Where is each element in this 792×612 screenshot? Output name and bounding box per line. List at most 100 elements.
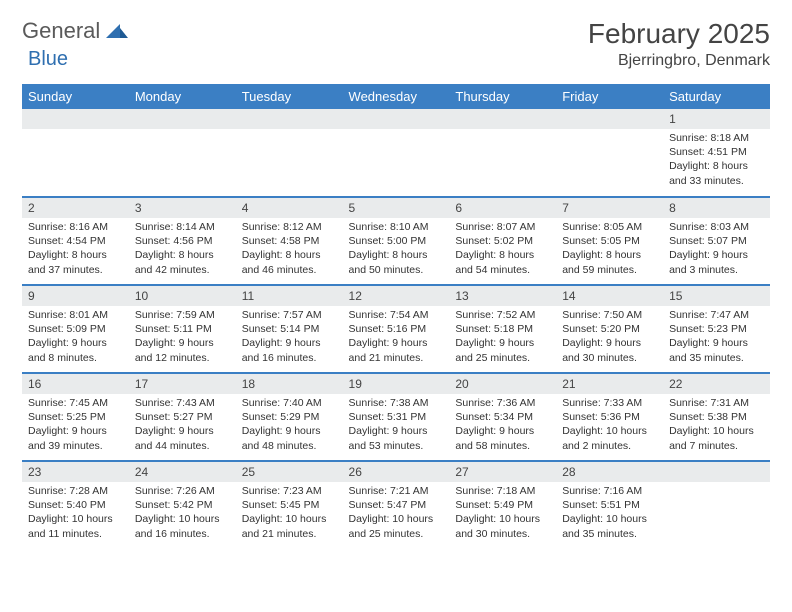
day-number: 1 xyxy=(663,109,770,129)
sunset-text: Sunset: 5:42 PM xyxy=(135,498,230,512)
day-number xyxy=(663,462,770,482)
calendar-day-cell: 27Sunrise: 7:18 AMSunset: 5:49 PMDayligh… xyxy=(449,461,556,549)
daylight-text: Daylight: 9 hours and 8 minutes. xyxy=(28,336,123,364)
weekday-header: Monday xyxy=(129,84,236,109)
location-label: Bjerringbro, Denmark xyxy=(588,52,770,70)
day-number xyxy=(236,109,343,129)
calendar-day-cell: 1Sunrise: 8:18 AMSunset: 4:51 PMDaylight… xyxy=(663,109,770,197)
sunset-text: Sunset: 5:51 PM xyxy=(562,498,657,512)
calendar-day-cell: 7Sunrise: 8:05 AMSunset: 5:05 PMDaylight… xyxy=(556,197,663,285)
sunrise-text: Sunrise: 7:28 AM xyxy=(28,484,123,498)
day-details: Sunrise: 7:47 AMSunset: 5:23 PMDaylight:… xyxy=(663,306,770,369)
calendar-day-cell: 10Sunrise: 7:59 AMSunset: 5:11 PMDayligh… xyxy=(129,285,236,373)
day-details: Sunrise: 7:43 AMSunset: 5:27 PMDaylight:… xyxy=(129,394,236,457)
sunrise-text: Sunrise: 7:45 AM xyxy=(28,396,123,410)
day-details: Sunrise: 7:18 AMSunset: 5:49 PMDaylight:… xyxy=(449,482,556,545)
sunset-text: Sunset: 5:36 PM xyxy=(562,410,657,424)
daylight-text: Daylight: 8 hours and 46 minutes. xyxy=(242,248,337,276)
sunrise-text: Sunrise: 7:40 AM xyxy=(242,396,337,410)
day-number: 17 xyxy=(129,374,236,394)
calendar-day-cell: 3Sunrise: 8:14 AMSunset: 4:56 PMDaylight… xyxy=(129,197,236,285)
daylight-text: Daylight: 10 hours and 30 minutes. xyxy=(455,512,550,540)
day-number: 9 xyxy=(22,286,129,306)
day-details: Sunrise: 7:36 AMSunset: 5:34 PMDaylight:… xyxy=(449,394,556,457)
sunrise-text: Sunrise: 7:21 AM xyxy=(349,484,444,498)
daylight-text: Daylight: 8 hours and 37 minutes. xyxy=(28,248,123,276)
day-number: 16 xyxy=(22,374,129,394)
sunset-text: Sunset: 5:34 PM xyxy=(455,410,550,424)
calendar-table: Sunday Monday Tuesday Wednesday Thursday… xyxy=(22,84,770,549)
day-details: Sunrise: 7:59 AMSunset: 5:11 PMDaylight:… xyxy=(129,306,236,369)
calendar-day-cell xyxy=(663,461,770,549)
day-details: Sunrise: 7:57 AMSunset: 5:14 PMDaylight:… xyxy=(236,306,343,369)
day-number: 5 xyxy=(343,198,450,218)
weekday-header: Friday xyxy=(556,84,663,109)
sunrise-text: Sunrise: 7:16 AM xyxy=(562,484,657,498)
sunrise-text: Sunrise: 7:54 AM xyxy=(349,308,444,322)
calendar-week-row: 2Sunrise: 8:16 AMSunset: 4:54 PMDaylight… xyxy=(22,197,770,285)
day-number: 21 xyxy=(556,374,663,394)
sunset-text: Sunset: 5:27 PM xyxy=(135,410,230,424)
day-details: Sunrise: 8:01 AMSunset: 5:09 PMDaylight:… xyxy=(22,306,129,369)
sunset-text: Sunset: 5:14 PM xyxy=(242,322,337,336)
month-title: February 2025 xyxy=(588,18,770,50)
daylight-text: Daylight: 10 hours and 35 minutes. xyxy=(562,512,657,540)
daylight-text: Daylight: 9 hours and 48 minutes. xyxy=(242,424,337,452)
calendar-day-cell: 12Sunrise: 7:54 AMSunset: 5:16 PMDayligh… xyxy=(343,285,450,373)
calendar-day-cell: 15Sunrise: 7:47 AMSunset: 5:23 PMDayligh… xyxy=(663,285,770,373)
day-number: 18 xyxy=(236,374,343,394)
weekday-header: Sunday xyxy=(22,84,129,109)
calendar-day-cell xyxy=(236,109,343,197)
day-number: 27 xyxy=(449,462,556,482)
sunrise-text: Sunrise: 8:12 AM xyxy=(242,220,337,234)
sunset-text: Sunset: 4:56 PM xyxy=(135,234,230,248)
weekday-header-row: Sunday Monday Tuesday Wednesday Thursday… xyxy=(22,84,770,109)
day-number: 15 xyxy=(663,286,770,306)
sunrise-text: Sunrise: 7:36 AM xyxy=(455,396,550,410)
daylight-text: Daylight: 8 hours and 54 minutes. xyxy=(455,248,550,276)
day-number: 24 xyxy=(129,462,236,482)
sunrise-text: Sunrise: 8:10 AM xyxy=(349,220,444,234)
sunrise-text: Sunrise: 8:14 AM xyxy=(135,220,230,234)
calendar-day-cell: 6Sunrise: 8:07 AMSunset: 5:02 PMDaylight… xyxy=(449,197,556,285)
daylight-text: Daylight: 9 hours and 3 minutes. xyxy=(669,248,764,276)
daylight-text: Daylight: 9 hours and 39 minutes. xyxy=(28,424,123,452)
sunrise-text: Sunrise: 7:23 AM xyxy=(242,484,337,498)
sunset-text: Sunset: 5:20 PM xyxy=(562,322,657,336)
calendar-day-cell: 28Sunrise: 7:16 AMSunset: 5:51 PMDayligh… xyxy=(556,461,663,549)
daylight-text: Daylight: 8 hours and 42 minutes. xyxy=(135,248,230,276)
daylight-text: Daylight: 8 hours and 50 minutes. xyxy=(349,248,444,276)
sunrise-text: Sunrise: 8:01 AM xyxy=(28,308,123,322)
calendar-day-cell: 23Sunrise: 7:28 AMSunset: 5:40 PMDayligh… xyxy=(22,461,129,549)
day-number: 3 xyxy=(129,198,236,218)
sunset-text: Sunset: 5:00 PM xyxy=(349,234,444,248)
calendar-day-cell xyxy=(556,109,663,197)
sunrise-text: Sunrise: 7:18 AM xyxy=(455,484,550,498)
daylight-text: Daylight: 10 hours and 16 minutes. xyxy=(135,512,230,540)
sunset-text: Sunset: 5:23 PM xyxy=(669,322,764,336)
sunset-text: Sunset: 5:47 PM xyxy=(349,498,444,512)
calendar-day-cell: 16Sunrise: 7:45 AMSunset: 5:25 PMDayligh… xyxy=(22,373,129,461)
sunrise-text: Sunrise: 7:31 AM xyxy=(669,396,764,410)
calendar-day-cell: 5 Sunrise: 8:10 AMSunset: 5:00 PMDaylight… xyxy=(343,197,450,285)
day-details: Sunrise: 7:31 AMSunset: 5:38 PMDaylight:… xyxy=(663,394,770,457)
day-number xyxy=(449,109,556,129)
header: General February 2025 Bjerringbro, Denma… xyxy=(22,18,770,70)
sunset-text: Sunset: 5:40 PM xyxy=(28,498,123,512)
daylight-text: Daylight: 9 hours and 21 minutes. xyxy=(349,336,444,364)
calendar-day-cell xyxy=(449,109,556,197)
day-details: Sunrise: 8:05 AMSunset: 5:05 PMDaylight:… xyxy=(556,218,663,281)
calendar-week-row: 16Sunrise: 7:45 AMSunset: 5:25 PMDayligh… xyxy=(22,373,770,461)
day-number xyxy=(129,109,236,129)
daylight-text: Daylight: 10 hours and 25 minutes. xyxy=(349,512,444,540)
sunset-text: Sunset: 5:16 PM xyxy=(349,322,444,336)
weekday-header: Saturday xyxy=(663,84,770,109)
day-details: Sunrise: 8:14 AMSunset: 4:56 PMDaylight:… xyxy=(129,218,236,281)
day-details: Sunrise: 7:50 AMSunset: 5:20 PMDaylight:… xyxy=(556,306,663,369)
day-number: 26 xyxy=(343,462,450,482)
calendar-day-cell: 11Sunrise: 7:57 AMSunset: 5:14 PMDayligh… xyxy=(236,285,343,373)
logo-text-blue: Blue xyxy=(28,48,68,71)
calendar-week-row: 1Sunrise: 8:18 AMSunset: 4:51 PMDaylight… xyxy=(22,109,770,197)
day-number: 11 xyxy=(236,286,343,306)
calendar-day-cell: 14Sunrise: 7:50 AMSunset: 5:20 PMDayligh… xyxy=(556,285,663,373)
